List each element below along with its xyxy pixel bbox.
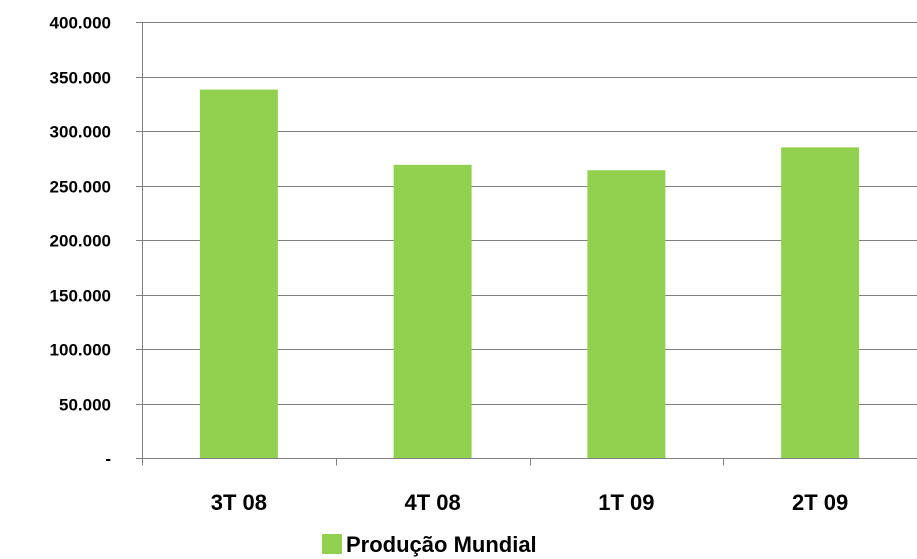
- y-tick-label: 200.000: [50, 232, 111, 251]
- x-tick-label: 3T 08: [211, 490, 267, 515]
- y-tick-label: 150.000: [50, 287, 111, 306]
- axis-labels: - 50.000 100.000 150.000 200.000 250.000 300.0…: [50, 14, 849, 516]
- y-tick-label: 250.000: [50, 178, 111, 197]
- y-tick-label: 350.000: [50, 69, 111, 88]
- y-tick-label: 100.000: [50, 341, 111, 360]
- legend-label: Produção Mundial: [346, 532, 537, 557]
- axes: [136, 22, 917, 466]
- y-tick-label: 50.000: [59, 396, 111, 415]
- y-tick-label: 300.000: [50, 123, 111, 142]
- x-tick-label: 4T 08: [404, 490, 460, 515]
- bar: [587, 170, 666, 459]
- y-tick-label: -: [105, 450, 111, 469]
- legend-swatch: [322, 534, 342, 554]
- bar: [781, 147, 860, 458]
- x-tick-label: 2T 09: [792, 490, 848, 515]
- y-tick-label: 400.000: [50, 14, 111, 33]
- x-tick-label: 1T 09: [598, 490, 654, 515]
- bars: [199, 89, 860, 459]
- legend: Produção Mundial: [322, 532, 537, 557]
- bar: [199, 89, 278, 458]
- bar: [393, 164, 472, 459]
